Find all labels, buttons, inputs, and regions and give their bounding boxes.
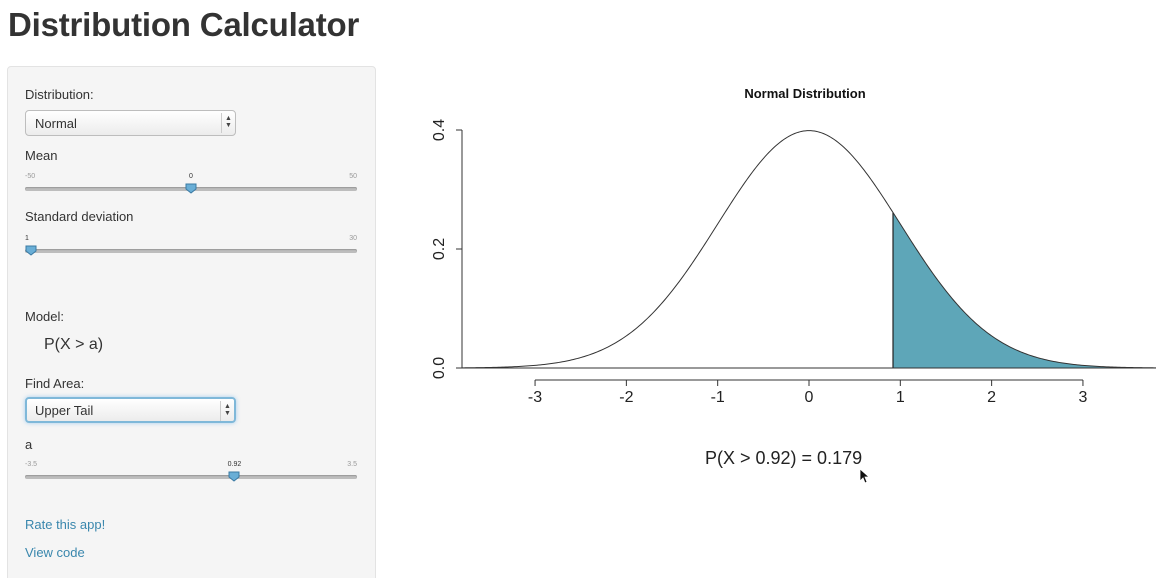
find-area-label: Find Area: <box>25 376 85 391</box>
sidebar-panel: Distribution: Normal ▲ ▼ Mean -50 0 50 St… <box>7 66 376 578</box>
distribution-select[interactable]: Normal ▲ ▼ <box>25 110 236 136</box>
x-tick-label: 2 <box>987 389 996 406</box>
sd-slider-min: 1 <box>25 235 29 242</box>
x-tick-label: 1 <box>896 389 905 406</box>
x-tick-label: 0 <box>805 389 814 406</box>
normal-distribution-chart: -3 -2 -1 0 1 2 3 0.0 0.2 0.4 <box>431 119 1156 406</box>
rate-app-link[interactable]: Rate this app! <box>25 517 106 532</box>
chart-title: Normal Distribution <box>744 86 866 101</box>
mouse-pointer-icon <box>859 468 871 489</box>
y-tick-label: 0.0 <box>431 357 448 379</box>
mean-slider-min: -50 <box>25 173 36 180</box>
app-title: Distribution Calculator <box>8 6 360 43</box>
sd-slider[interactable]: 1 30 <box>25 235 357 259</box>
x-tick-label: -3 <box>528 389 542 406</box>
a-slider-track[interactable] <box>25 475 357 479</box>
model-value: P(X > a) <box>44 336 104 353</box>
y-tick-label: 0.2 <box>431 238 448 260</box>
x-tick-label: -2 <box>619 389 633 406</box>
y-tick-label: 0.4 <box>431 119 448 141</box>
a-slider-value: 0.92 <box>227 461 242 468</box>
x-tick-label: 3 <box>1078 389 1087 406</box>
mean-slider-handle[interactable] <box>185 183 197 194</box>
a-slider-min: -3.5 <box>25 461 38 468</box>
select-arrows-icon: ▲ ▼ <box>220 401 234 421</box>
mean-slider-max: 50 <box>349 173 357 180</box>
mean-slider[interactable]: -50 0 50 <box>25 173 357 197</box>
find-area-select-value: Upper Tail <box>35 403 94 418</box>
a-slider[interactable]: -3.5 0.92 3.5 <box>25 461 357 485</box>
sd-slider-track[interactable] <box>25 249 357 253</box>
shaded-area <box>893 212 1156 368</box>
mean-label: Mean <box>25 148 58 163</box>
a-slider-handle[interactable] <box>228 471 240 482</box>
select-arrows-icon: ▲ ▼ <box>221 113 235 133</box>
x-tick-label: -1 <box>711 389 725 406</box>
view-code-link[interactable]: View code <box>25 545 85 560</box>
sd-slider-max: 30 <box>349 235 357 242</box>
a-slider-max: 3.5 <box>347 461 357 468</box>
distribution-label: Distribution: <box>25 87 94 102</box>
mean-slider-value: 0 <box>189 173 193 180</box>
plot-area: -3 -2 -1 0 1 2 3 0.0 0.2 0.4 Normal Distribution … <box>400 70 1156 500</box>
probability-result: P(X > 0.92) = 0.179 <box>705 448 863 468</box>
find-area-select[interactable]: Upper Tail ▲ ▼ <box>25 397 236 423</box>
distribution-select-value: Normal <box>35 116 77 131</box>
density-curve <box>461 130 1156 369</box>
sd-label: Standard deviation <box>25 209 134 224</box>
model-label: Model: <box>25 309 65 324</box>
a-label: a <box>25 437 33 452</box>
sd-slider-handle[interactable] <box>25 245 37 256</box>
